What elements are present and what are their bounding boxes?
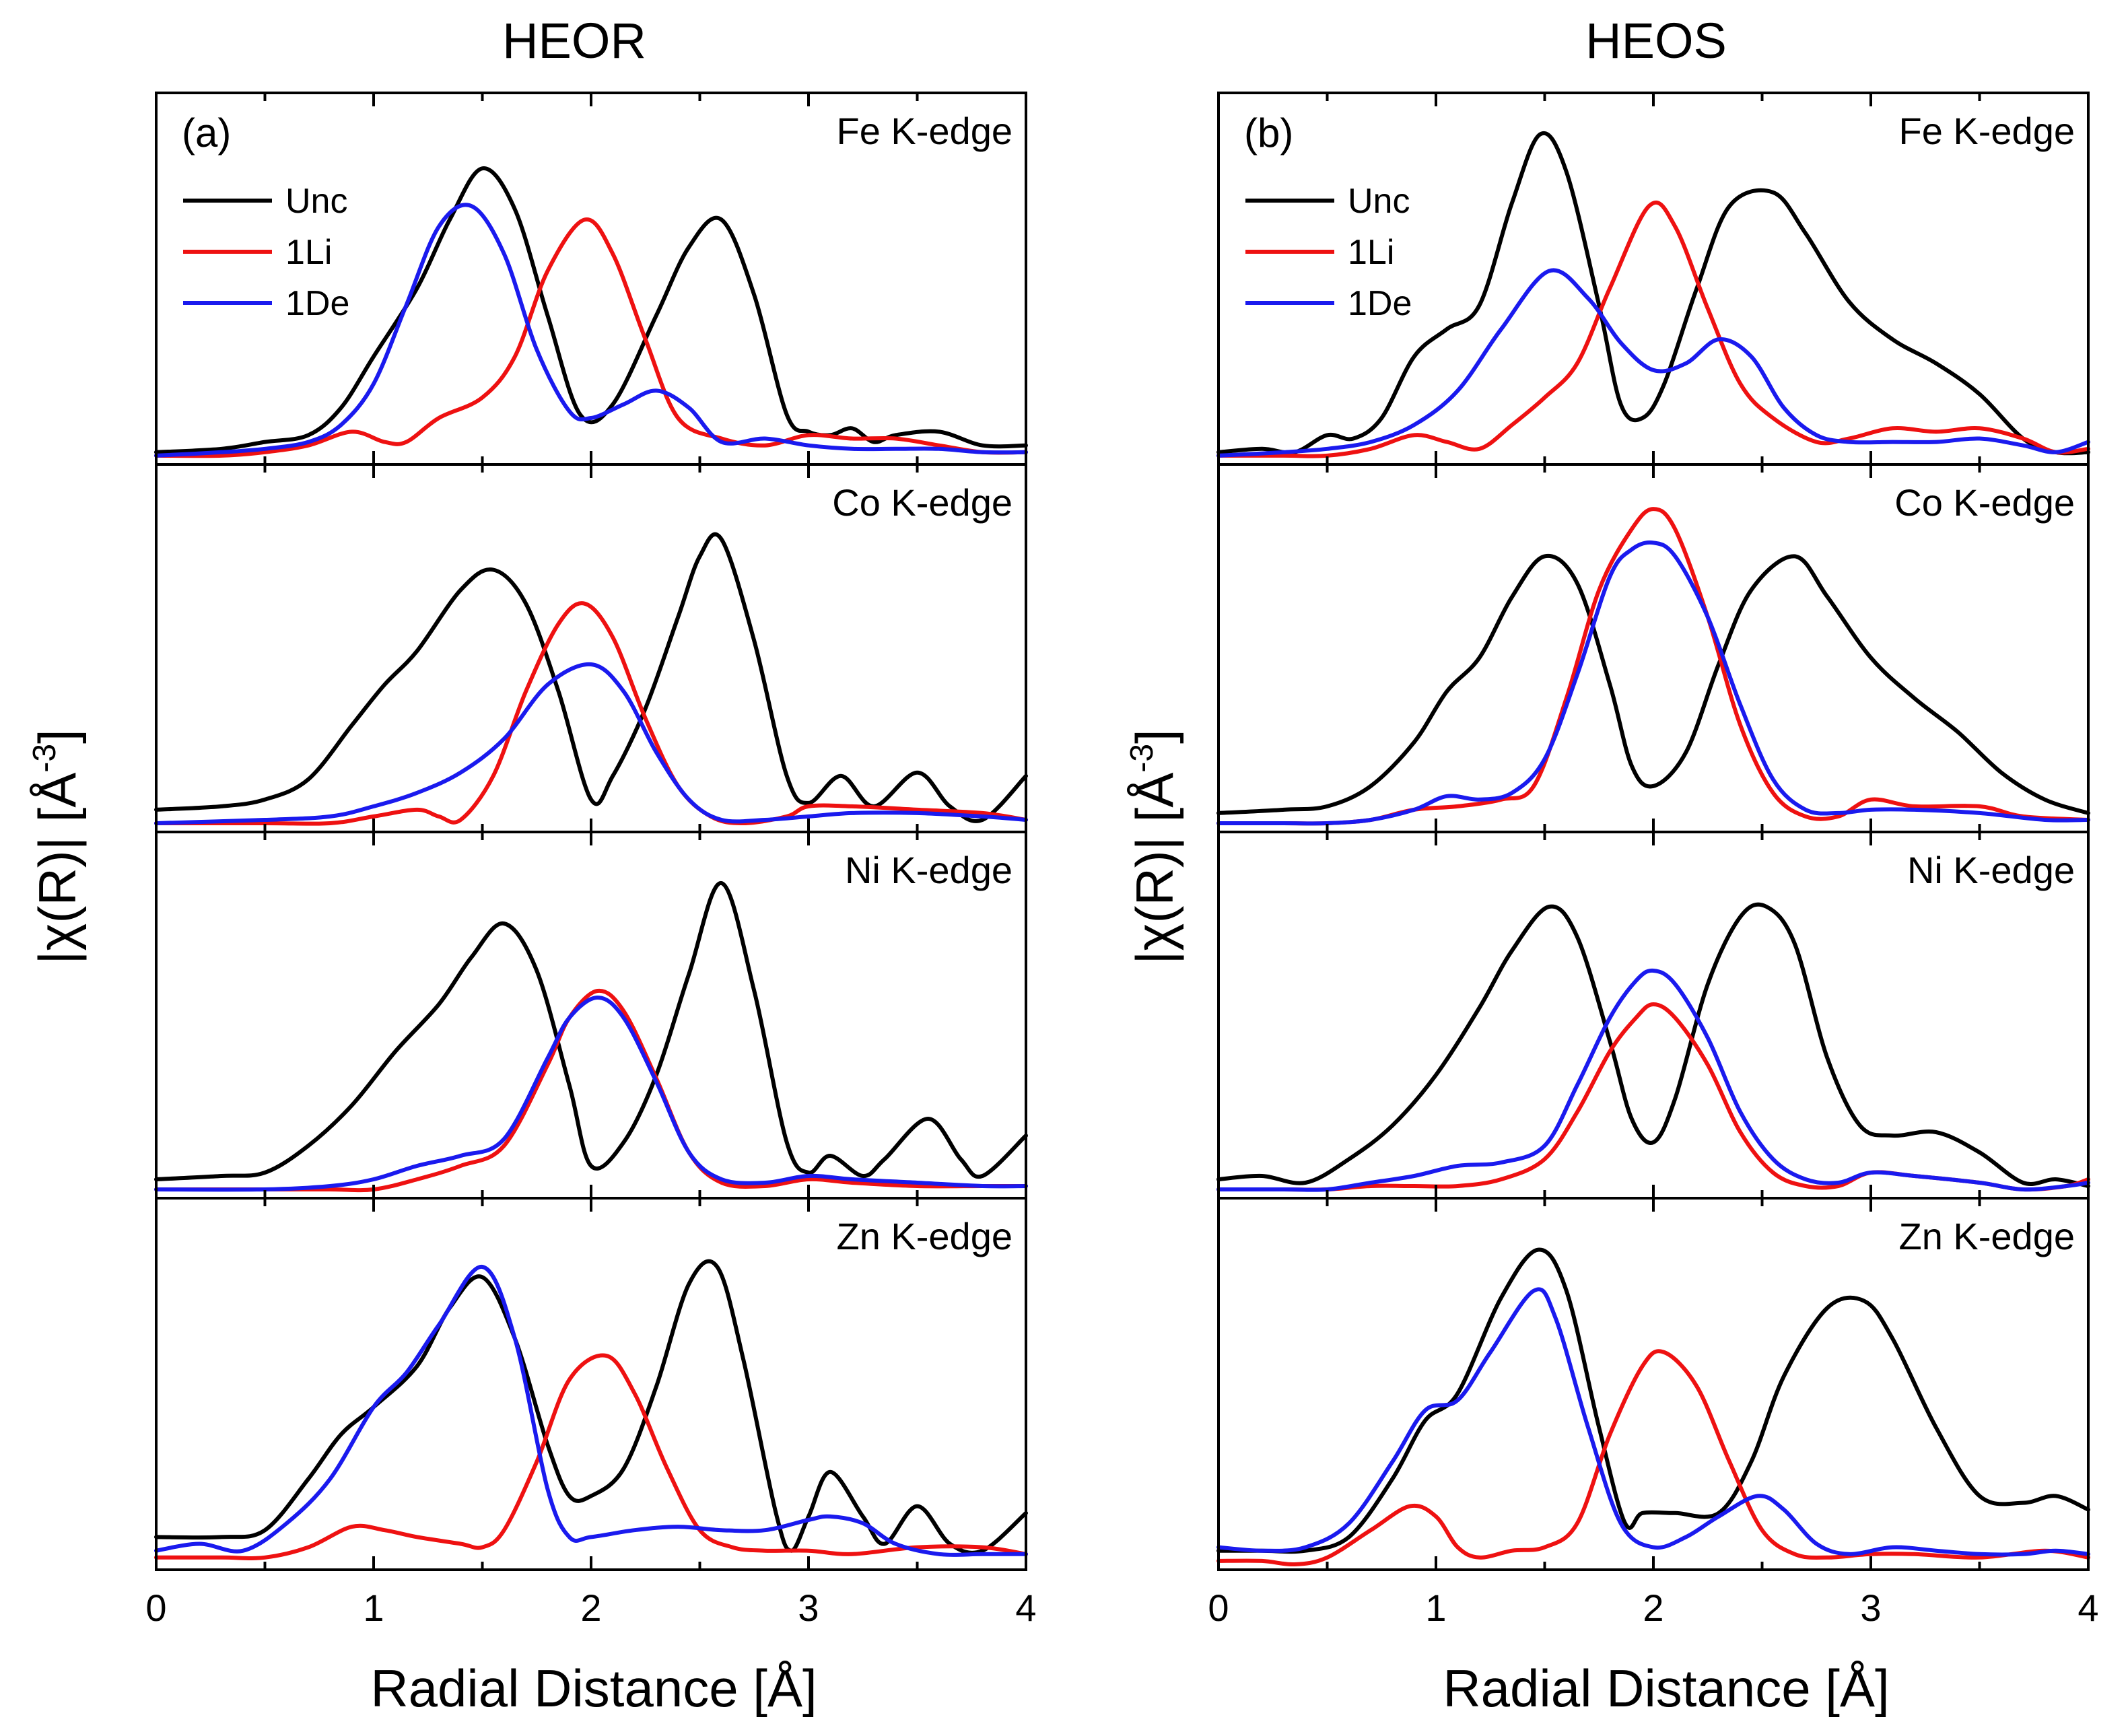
- legend-label-1li-a-fe: 1Li: [285, 233, 332, 272]
- x-tick-label-b: 4: [2078, 1587, 2098, 1629]
- series-line-unc-b-ni: [1216, 902, 2090, 1188]
- series-line-1de-a-co: [154, 662, 1028, 825]
- legend-label-unc-b-fe: Unc: [1348, 182, 1410, 221]
- edge-label-a-co: Co K-edge: [832, 481, 1012, 524]
- edge-label-b-ni: Ni K-edge: [1907, 849, 2075, 891]
- x-tick-label-a: 4: [1015, 1587, 1036, 1629]
- edge-label-a-ni: Ni K-edge: [845, 849, 1012, 891]
- legend-label-unc-a-fe: Unc: [285, 182, 347, 221]
- series-line-1li-a-co: [154, 601, 1028, 826]
- series-line-unc-a-fe: [154, 166, 1028, 454]
- series-line-1de-b-fe: [1216, 268, 2090, 458]
- series-line-unc-b-co: [1216, 553, 2090, 815]
- x-tick-label-b: 3: [1860, 1587, 1881, 1629]
- series-line-1li-b-zn: [1216, 1349, 2090, 1567]
- x-tick-label-b: 0: [1208, 1587, 1229, 1629]
- column-title-heor: HEOR: [502, 13, 646, 69]
- series-line-1de-a-zn: [154, 1265, 1028, 1557]
- x-tick-label-a: 2: [580, 1587, 601, 1629]
- column-title-heos: HEOS: [1585, 13, 1727, 69]
- x-tick-label-b: 1: [1425, 1587, 1446, 1629]
- legend-label-1de-a-fe: 1De: [285, 284, 349, 323]
- series-line-unc-b-zn: [1216, 1247, 2090, 1554]
- panels-group: Fe K-edge (a) Unc 1Li 1De Co K-edge Ni K-edge Z…: [145, 92, 2099, 1629]
- edge-label-a-zn: Zn K-edge: [837, 1215, 1013, 1257]
- series-line-1de-a-ni: [154, 996, 1028, 1192]
- series-line-unc-b-fe: [1216, 131, 2090, 456]
- x-tick-label-a: 3: [798, 1587, 819, 1629]
- series-line-unc-a-ni: [154, 881, 1028, 1181]
- y-axis-label-right: |χ(R)| [Å-3]: [1124, 729, 1184, 964]
- x-tick-label-a: 0: [145, 1587, 166, 1629]
- panel-label-b-fe: (b): [1244, 110, 1293, 155]
- legend-label-1li-b-fe: 1Li: [1348, 233, 1394, 272]
- legend-label-1de-b-fe: 1De: [1348, 284, 1412, 323]
- x-axis-label-left: Radial Distance [Å]: [370, 1659, 817, 1718]
- y-axis-label-left: |χ(R)| [Å-3]: [27, 729, 87, 964]
- edge-label-b-zn: Zn K-edge: [1899, 1215, 2075, 1257]
- x-tick-label-a: 1: [363, 1587, 384, 1629]
- series-line-1de-b-ni: [1216, 968, 2090, 1192]
- series-line-1li-b-fe: [1216, 200, 2090, 458]
- series-line-1de-a-fe: [154, 203, 1028, 458]
- series-line-unc-a-co: [154, 532, 1028, 823]
- x-tick-label-b: 2: [1643, 1587, 1663, 1629]
- x-axis-label-right: Radial Distance [Å]: [1443, 1659, 1889, 1718]
- series-line-1de-b-zn: [1216, 1287, 2090, 1557]
- series-line-1de-b-co: [1216, 540, 2090, 826]
- series-line-1li-a-fe: [154, 217, 1028, 458]
- edge-label-b-co: Co K-edge: [1894, 481, 2075, 524]
- edge-label-b-fe: Fe K-edge: [1899, 110, 2075, 152]
- series-line-1li-a-zn: [154, 1353, 1028, 1560]
- panel-label-a-fe: (a): [182, 110, 231, 155]
- edge-label-a-fe: Fe K-edge: [837, 110, 1013, 152]
